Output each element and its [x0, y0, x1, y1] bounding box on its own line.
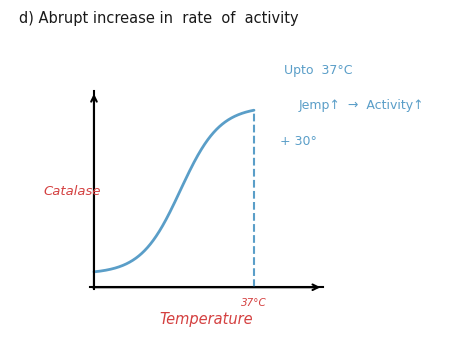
Text: Catalase: Catalase: [44, 185, 101, 197]
Text: 37°C: 37°C: [241, 298, 267, 308]
Text: + 30°: + 30°: [280, 135, 317, 148]
Text: Temperature: Temperature: [160, 312, 253, 327]
Text: Jemp↑  →  Activity↑: Jemp↑ → Activity↑: [299, 99, 424, 113]
Text: Upto  37°C: Upto 37°C: [284, 64, 353, 77]
Text: d) Abrupt increase in  rate  of  activity: d) Abrupt increase in rate of activity: [19, 11, 299, 26]
